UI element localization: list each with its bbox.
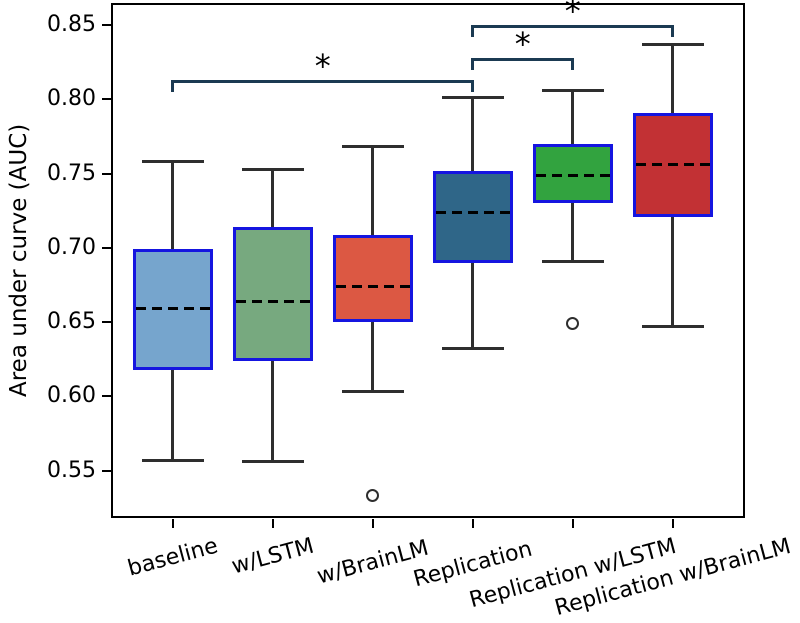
whisker-cap-top-w-brainlm <box>341 145 404 149</box>
significance-bracket-3-right-tick <box>671 25 675 38</box>
whisker-cap-bottom-baseline <box>141 458 204 462</box>
y-tick <box>102 321 111 324</box>
whisker-upper-w-lstm <box>271 169 275 228</box>
significance-bracket-3-left-tick <box>471 25 475 38</box>
y-tick-label: 0.55 <box>47 457 96 483</box>
whisker-lower-baseline <box>171 369 175 461</box>
whisker-upper-replication-w-lstm <box>571 90 575 144</box>
significance-bracket-1-left-tick <box>171 80 175 93</box>
y-tick <box>102 172 111 175</box>
y-tick-label: 0.70 <box>47 234 96 260</box>
significance-asterisk-2: * <box>514 24 531 63</box>
y-tick <box>102 24 111 27</box>
whisker-lower-replication <box>471 262 475 349</box>
y-tick <box>102 469 111 472</box>
plot-area <box>111 3 745 518</box>
box-w-brainlm <box>332 234 413 323</box>
median-line-replication-w-brainlm <box>635 163 710 167</box>
median-line-replication <box>435 210 510 214</box>
whisker-lower-replication-w-lstm <box>571 203 575 262</box>
significance-bracket-1 <box>171 80 475 84</box>
x-tick <box>471 519 474 528</box>
y-tick-label: 0.80 <box>47 86 96 112</box>
significance-bracket-2-left-tick <box>471 57 475 70</box>
whisker-cap-top-replication-w-lstm <box>541 89 604 93</box>
median-line-w-lstm <box>235 299 310 303</box>
whisker-cap-top-w-lstm <box>241 167 304 171</box>
median-line-replication-w-lstm <box>535 173 610 177</box>
box-replication <box>432 170 513 263</box>
whisker-cap-top-baseline <box>141 160 204 164</box>
whisker-lower-w-brainlm <box>371 322 375 392</box>
x-tick <box>171 519 174 528</box>
significance-bracket-2 <box>471 57 575 61</box>
y-tick-label: 0.65 <box>47 309 96 335</box>
whisker-upper-replication <box>471 97 475 171</box>
significance-asterisk-3: * <box>564 0 581 31</box>
significance-bracket-3 <box>471 25 675 29</box>
whisker-cap-bottom-w-lstm <box>241 460 304 464</box>
x-tick <box>371 519 374 528</box>
significance-bracket-2-right-tick <box>571 57 575 70</box>
median-line-baseline <box>135 307 210 311</box>
whisker-cap-bottom-replication <box>441 347 504 351</box>
whisker-upper-baseline <box>171 161 175 250</box>
whisker-upper-w-brainlm <box>371 146 375 235</box>
outlier-point-replication-w-lstm <box>566 317 580 331</box>
whisker-cap-bottom-w-brainlm <box>341 390 404 394</box>
y-tick-label: 0.85 <box>47 12 96 38</box>
whisker-lower-w-lstm <box>271 360 275 462</box>
box-w-lstm <box>232 227 313 361</box>
y-tick-label: 0.60 <box>47 383 96 409</box>
significance-asterisk-1: * <box>314 47 331 86</box>
median-line-w-brainlm <box>335 284 410 288</box>
x-tick <box>671 519 674 528</box>
x-tick <box>271 519 274 528</box>
whisker-cap-bottom-replication-w-brainlm <box>641 325 704 329</box>
whisker-cap-bottom-replication-w-lstm <box>541 259 604 263</box>
outlier-point-w-brainlm <box>366 489 380 503</box>
whisker-cap-top-replication-w-brainlm <box>641 43 704 47</box>
y-tick-label: 0.75 <box>47 160 96 186</box>
y-tick <box>102 246 111 249</box>
x-tick <box>571 519 574 528</box>
whisker-lower-replication-w-brainlm <box>671 216 675 327</box>
y-tick <box>102 98 111 101</box>
y-axis-title: Area under curve (AUC) <box>6 123 32 398</box>
whisker-cap-top-replication <box>441 96 504 100</box>
whisker-upper-replication-w-brainlm <box>671 44 675 113</box>
significance-bracket-1-right-tick <box>471 80 475 93</box>
y-tick <box>102 395 111 398</box>
